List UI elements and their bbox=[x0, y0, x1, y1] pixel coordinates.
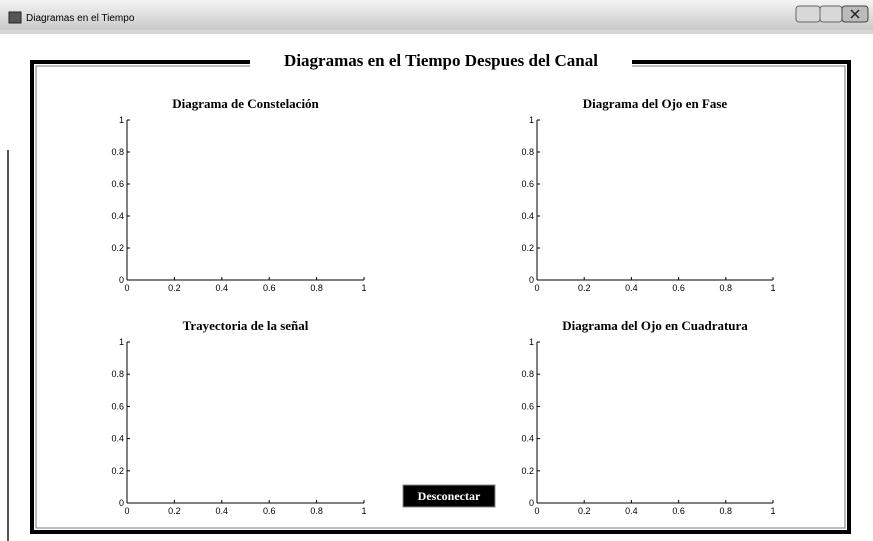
y-tick-label: 0.4 bbox=[521, 211, 534, 221]
y-tick-label: 0 bbox=[529, 275, 534, 285]
y-tick-label: 0.8 bbox=[521, 369, 534, 379]
axes-title: Diagrama del Ojo en Fase bbox=[583, 96, 728, 111]
window-icon bbox=[8, 11, 22, 24]
y-tick-label: 0.2 bbox=[521, 243, 534, 253]
y-tick-label: 0.4 bbox=[521, 434, 534, 444]
title-bar-edge bbox=[0, 30, 873, 34]
x-tick-label: 0 bbox=[534, 506, 539, 516]
x-tick-label: 0.4 bbox=[625, 506, 638, 516]
y-tick-label: 0.6 bbox=[521, 179, 534, 189]
x-tick-label: 0.4 bbox=[625, 283, 638, 293]
y-tick-label: 0.6 bbox=[111, 179, 124, 189]
x-tick-label: 1 bbox=[770, 283, 775, 293]
x-tick-label: 0.6 bbox=[672, 506, 685, 516]
x-tick-label: 0 bbox=[124, 283, 129, 293]
x-tick-label: 0.6 bbox=[263, 506, 276, 516]
maximize-button[interactable] bbox=[819, 5, 843, 23]
x-tick-label: 0.8 bbox=[720, 506, 733, 516]
y-tick-label: 0 bbox=[119, 498, 124, 508]
x-tick-label: 1 bbox=[770, 506, 775, 516]
y-tick-label: 0.6 bbox=[111, 401, 124, 411]
y-tick-label: 1 bbox=[529, 337, 534, 347]
y-tick-label: 0.8 bbox=[111, 147, 124, 157]
axes-title: Diagrama del Ojo en Cuadratura bbox=[562, 318, 748, 333]
disconnect-button[interactable]: Desconectar bbox=[402, 484, 496, 508]
x-tick-label: 0.2 bbox=[578, 283, 591, 293]
x-tick-label: 0.6 bbox=[672, 283, 685, 293]
x-tick-label: 0.2 bbox=[168, 506, 181, 516]
close-glyph bbox=[850, 9, 860, 19]
y-tick-label: 1 bbox=[529, 115, 534, 125]
panel-title: Diagramas en el Tiempo Despues del Canal bbox=[284, 51, 598, 70]
x-tick-label: 0.6 bbox=[263, 283, 276, 293]
button-face[interactable] bbox=[402, 484, 496, 508]
x-tick-label: 0 bbox=[534, 283, 539, 293]
x-tick-label: 0.8 bbox=[720, 283, 733, 293]
panel-title-bg bbox=[250, 50, 632, 72]
x-tick-label: 0.8 bbox=[310, 506, 323, 516]
window-title: Diagramas en el Tiempo bbox=[26, 13, 135, 24]
y-tick-label: 0.4 bbox=[111, 434, 124, 444]
x-tick-label: 0.8 bbox=[310, 283, 323, 293]
x-tick-label: 1 bbox=[361, 506, 366, 516]
axes-title: Diagrama de Constelación bbox=[172, 96, 319, 111]
axes-title: Trayectoria de la señal bbox=[183, 318, 309, 333]
y-tick-label: 1 bbox=[119, 337, 124, 347]
x-tick-label: 1 bbox=[361, 283, 366, 293]
y-tick-label: 0.8 bbox=[521, 147, 534, 157]
x-tick-label: 0.4 bbox=[216, 506, 229, 516]
y-tick-label: 0.2 bbox=[111, 466, 124, 476]
y-tick-label: 0.8 bbox=[111, 369, 124, 379]
button-label[interactable]: Desconectar bbox=[418, 489, 481, 503]
title-bar bbox=[0, 0, 873, 30]
y-tick-label: 0.2 bbox=[521, 466, 534, 476]
y-tick-label: 0 bbox=[119, 275, 124, 285]
x-tick-label: 0.2 bbox=[168, 283, 181, 293]
x-tick-label: 0.2 bbox=[578, 506, 591, 516]
y-tick-label: 0.2 bbox=[111, 243, 124, 253]
x-tick-label: 0 bbox=[124, 506, 129, 516]
x-tick-label: 0.4 bbox=[216, 283, 229, 293]
y-tick-label: 0 bbox=[529, 498, 534, 508]
y-tick-label: 0.6 bbox=[521, 401, 534, 411]
minimize-button[interactable] bbox=[795, 5, 821, 23]
y-tick-label: 1 bbox=[119, 115, 124, 125]
y-tick-label: 0.4 bbox=[111, 211, 124, 221]
